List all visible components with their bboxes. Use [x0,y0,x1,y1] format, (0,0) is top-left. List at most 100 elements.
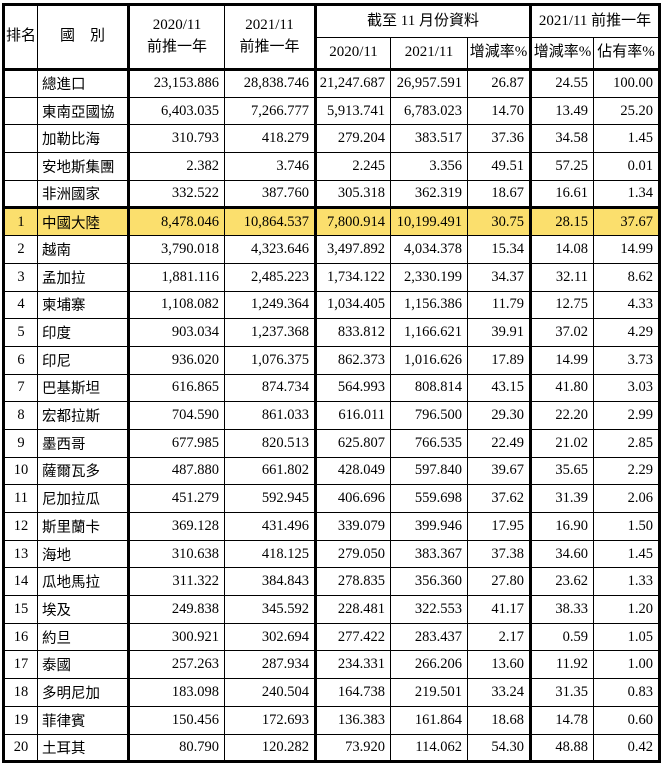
value-cell: 34.37 [467,262,532,292]
value-cell: 6,783.023 [390,96,468,126]
country-cell: 斯里蘭卡 [37,512,130,541]
value-cell: 677.985 [128,428,225,458]
value-cell: 219.501 [390,678,468,707]
value-cell: 278.835 [315,567,391,597]
rank-cell [3,152,38,181]
rank-cell: 15 [3,595,38,624]
value-cell: 21.02 [530,428,594,458]
table-row: 1 中國大陸 8,478.046 10,864.537 7,800.914 10,199.… [3,206,660,237]
value-cell: 3,497.892 [315,235,391,264]
table-row: 安地斯集團 2.382 3.746 2.245 3.356 49.51 57.25 0.01 [3,152,660,181]
table-row: 7 巴基斯坦 616.865 874.734 564.993 808.814 43.15 41… [3,373,660,403]
rank-cell: 4 [3,290,38,320]
header-upto-2020: 2020/11 [315,37,391,71]
value-cell: 1.50 [593,512,660,541]
rank-cell [3,69,38,98]
value-cell: 31.35 [530,678,594,707]
value-cell: 28,838.746 [224,69,317,98]
value-cell: 6,403.035 [128,96,225,126]
table-header: 排名 國 別 2020/11 前推一年 2021/11 前推一年 截至 11 月… [3,4,660,71]
value-cell: 625.807 [315,428,391,458]
value-cell: 2.245 [315,152,391,181]
rank-cell: 8 [3,401,38,430]
header-prev-change-pct: 增減率% [530,37,594,71]
value-cell: 1,734.122 [315,262,391,292]
rank-cell: 6 [3,345,38,375]
value-cell: 311.322 [128,567,225,597]
value-cell: 1.45 [593,539,660,569]
value-cell: 1,016.626 [390,345,468,375]
value-cell: 3.03 [593,373,660,403]
value-cell: 3.356 [390,152,468,181]
value-cell: 766.535 [390,428,468,458]
value-cell: 0.60 [593,705,660,735]
value-cell: 0.01 [593,152,660,181]
country-cell: 埃及 [37,595,130,624]
country-cell: 總進口 [37,69,130,98]
country-cell: 泰國 [37,650,130,680]
country-cell: 安地斯集團 [37,152,130,181]
country-cell: 菲律賓 [37,705,130,735]
rank-cell: 11 [3,484,38,513]
value-cell: 487.880 [128,456,225,486]
country-cell: 印度 [37,318,130,347]
header-group-upto-month: 截至 11 月份資料 [315,4,532,38]
rank-cell: 18 [3,678,38,707]
value-cell: 38.33 [530,595,594,624]
value-cell: 14.08 [530,235,594,264]
value-cell: 26.87 [467,69,532,98]
value-cell: 704.590 [128,401,225,430]
table-row: 20 土耳其 80.790 120.282 73.920 114.062 54.30 48.8… [3,733,660,763]
value-cell: 22.20 [530,401,594,430]
value-cell: 37.62 [467,484,532,513]
value-cell: 1.33 [593,567,660,597]
value-cell: 11.92 [530,650,594,680]
value-cell: 249.838 [128,595,225,624]
value-cell: 136.383 [315,705,391,735]
table-row: 12 斯里蘭卡 369.128 431.496 339.079 399.946 17.95 1… [3,512,660,541]
value-cell: 1,249.364 [224,290,317,320]
value-cell: 100.00 [593,69,660,98]
country-cell: 孟加拉 [37,262,130,292]
value-cell: 8,478.046 [128,206,225,237]
value-cell: 279.204 [315,124,391,154]
value-cell: 15.34 [467,235,532,264]
value-cell: 1,881.116 [128,262,225,292]
value-cell: 41.80 [530,373,594,403]
trade-table: 排名 國 別 2020/11 前推一年 2021/11 前推一年 截至 11 月… [2,3,661,764]
value-cell: 383.367 [390,539,468,569]
value-cell: 14.99 [593,235,660,264]
value-cell: 310.638 [128,539,225,569]
value-cell: 266.206 [390,650,468,680]
table-row: 18 多明尼加 183.098 240.504 164.738 219.501 33.24 3… [3,678,660,707]
value-cell: 4.33 [593,290,660,320]
value-cell: 936.020 [128,345,225,375]
value-cell: 345.592 [224,595,317,624]
value-cell: 35.65 [530,456,594,486]
value-cell: 5,913.741 [315,96,391,126]
table-body: 總進口 23,153.886 28,838.746 21,247.687 26,957.… [3,69,660,763]
value-cell: 240.504 [224,678,317,707]
value-cell: 34.58 [530,124,594,154]
value-cell: 37.02 [530,318,594,347]
header-group-prev-year: 2021/11 前推一年 [530,4,660,38]
value-cell: 7,266.777 [224,96,317,126]
value-cell: 592.945 [224,484,317,513]
header-2020-prev-year: 2020/11 前推一年 [128,4,225,71]
value-cell: 2.382 [128,152,225,181]
value-cell: 428.049 [315,456,391,486]
value-cell: 27.80 [467,567,532,597]
value-cell: 874.734 [224,373,317,403]
value-cell: 22.49 [467,428,532,458]
country-cell: 中國大陸 [37,206,130,237]
value-cell: 356.360 [390,567,468,597]
value-cell: 3.73 [593,345,660,375]
value-cell: 37.67 [593,206,660,237]
value-cell: 277.422 [315,622,391,652]
table-row: 15 埃及 249.838 345.592 228.481 322.553 41.17 38.… [3,595,660,624]
value-cell: 418.279 [224,124,317,154]
value-cell: 1.20 [593,595,660,624]
value-cell: 18.67 [467,179,532,209]
value-cell: 14.99 [530,345,594,375]
